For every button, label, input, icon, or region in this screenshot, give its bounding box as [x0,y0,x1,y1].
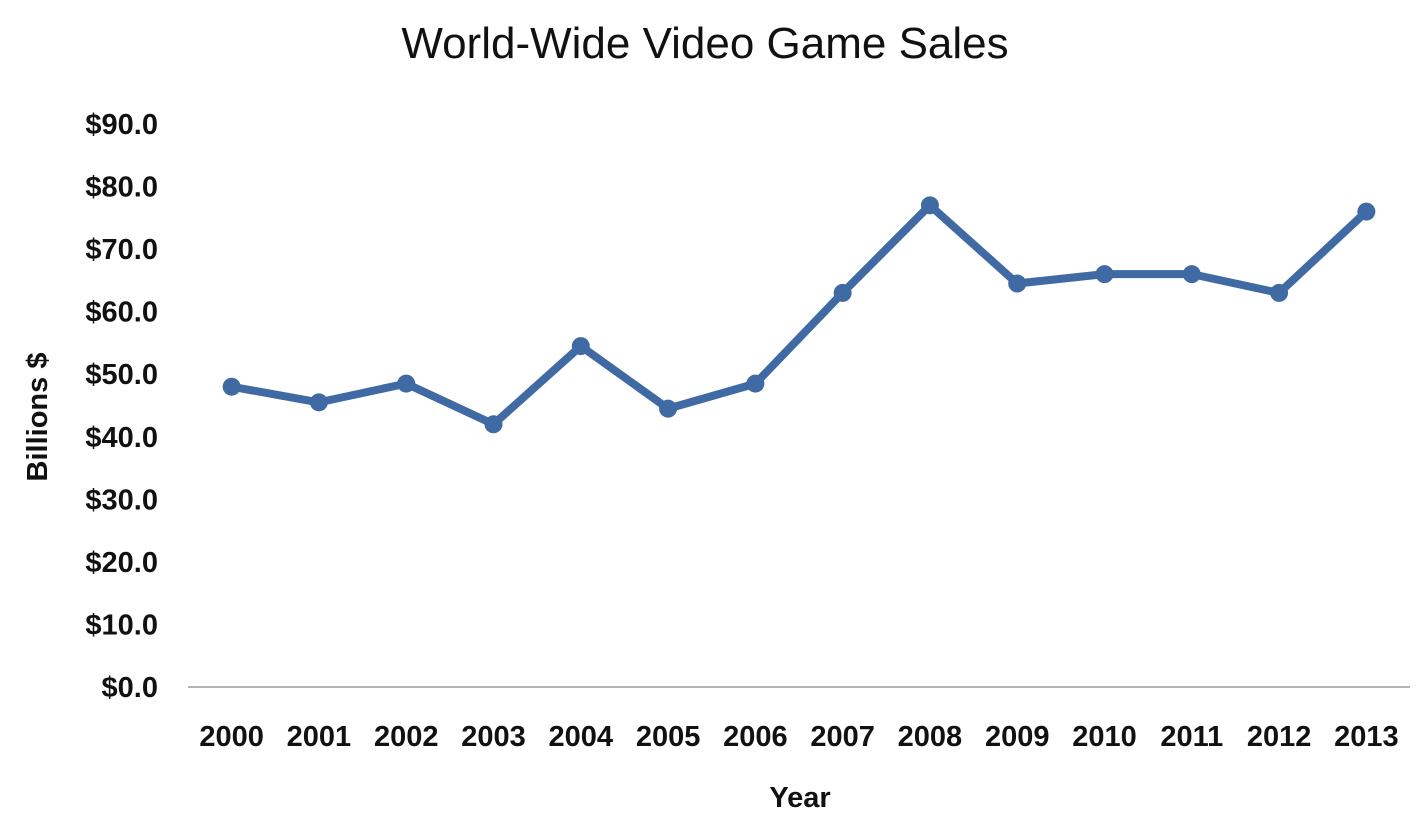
y-tick-label: $70.0 [85,234,158,266]
data-point [1270,283,1289,302]
x-tick-label: 2013 [1334,721,1399,753]
x-tick-label: 2011 [1160,721,1223,753]
y-tick-label: $40.0 [85,422,158,454]
y-axis-label: Billions $ [22,353,54,482]
x-axis-label: Year [769,782,830,814]
chart-title: World-Wide Video Game Sales [401,19,1008,68]
data-point [222,377,241,396]
x-tick-label: 2009 [985,721,1050,753]
x-tick-label: 2010 [1072,721,1137,753]
data-point [571,337,590,356]
series-line [227,201,1371,429]
x-tick-label: 2005 [636,721,701,753]
x-tick-label: 2006 [723,721,788,753]
y-tick-label: $60.0 [85,297,158,329]
x-tick-label: 2007 [810,721,875,753]
x-tick-label: 2012 [1247,721,1312,753]
y-tick-label: $30.0 [85,484,158,516]
data-point [833,283,852,302]
y-tick-label: $10.0 [85,609,158,641]
y-tick-label: $0.0 [102,672,158,704]
data-point [1095,265,1114,284]
series-group [222,196,1376,434]
data-point [1357,202,1376,221]
x-tick-label: 2002 [374,721,439,753]
y-tick-label: $20.0 [85,547,158,579]
data-point [309,393,328,412]
x-tick-label: 2004 [549,721,614,753]
x-tick-label: 2001 [287,721,352,753]
x-tick-label: 2008 [898,721,963,753]
data-point [484,415,503,434]
y-tick-label: $80.0 [85,172,158,204]
y-tick-label: $50.0 [85,359,158,391]
x-tick-label: 2003 [461,721,526,753]
data-point [1182,265,1201,284]
data-point [659,399,678,418]
data-point [397,374,416,393]
data-point [1008,274,1027,293]
data-point [746,374,765,393]
y-tick-label: $90.0 [85,109,158,141]
y-axis-ticks: $0.0 $10.0 $20.0 $30.0 $40.0 $50.0 $60.0 $70.0 $… [85,109,158,704]
data-point [920,196,939,215]
x-axis-ticks: 2000 2001 2002 2003 2004 2005 2006 2007 2008 2009… [199,721,1398,753]
x-tick-label: 2000 [199,721,264,753]
